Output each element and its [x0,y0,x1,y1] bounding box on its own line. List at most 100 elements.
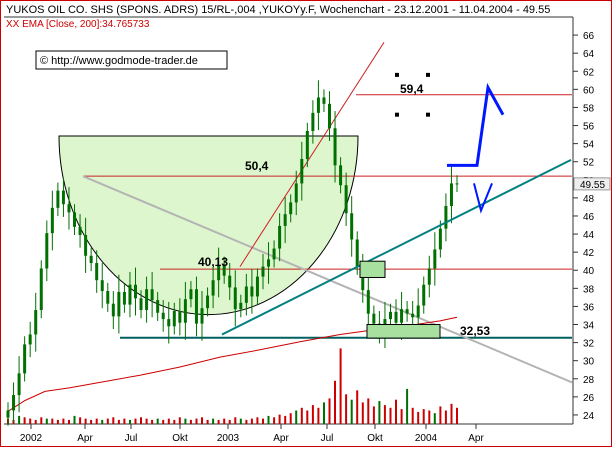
volume-bar [456,407,458,424]
y-tick-label: 58 [583,103,595,114]
volume-bar [411,407,414,424]
volume-bar [378,401,381,424]
candle-body [388,311,392,320]
candle-body [366,290,370,314]
volume-bar [433,413,436,424]
x-tick-label: Okt [367,433,383,444]
volume-bar [306,410,309,424]
volume-bar [356,390,359,425]
candle-body [294,183,298,203]
volume-bar [389,407,392,424]
volume-bar [73,415,76,424]
candle-body [311,112,315,131]
candle-body [272,248,276,260]
volume-bar [395,399,397,424]
candle-body [250,286,254,297]
volume-bar [90,419,93,424]
candle-body [189,289,193,300]
volume-bar [450,403,453,425]
candle-body [211,280,215,296]
red-channel-line [239,42,385,267]
candle-body [416,305,420,318]
candle-body [394,311,398,323]
volume-bar [223,418,226,424]
volume-bar [184,418,187,424]
x-tick-label: Jul [125,433,138,444]
last-price-label: 49.55 [580,180,605,191]
volume-bar [250,418,253,424]
volume-bar [206,419,209,424]
candle-body [34,310,38,335]
gray-trendline [82,175,573,384]
candle-body [128,284,132,305]
y-tick-label: 46 [583,212,595,223]
volume-bar [68,419,70,424]
volume-bar [34,419,37,424]
candle-body [106,291,110,304]
candle-body [145,289,149,311]
candle-body [449,183,453,207]
candle-body [355,239,359,267]
candle-body [133,284,137,299]
candle-body [344,185,348,214]
x-tick-label: 2003 [217,433,240,444]
volume-bar [167,418,170,424]
candle-body [117,291,121,317]
watermark-box [35,50,228,70]
watermark-url: © http://www.godmode-trader.de [40,55,198,67]
volume-bar [195,418,198,424]
candle-body [328,103,332,129]
volume-bar [173,419,176,424]
candle-body [444,206,448,229]
volume-bar [134,418,137,424]
candle-body [61,190,65,205]
candle-body [89,255,93,264]
volume-bar [262,418,264,424]
candle-body [339,165,343,186]
volume-bar [372,406,375,424]
candle-body [233,287,237,310]
candle-body [156,300,160,313]
volume-bar [56,419,59,424]
candle-body [350,213,354,240]
volume-bar [278,414,281,424]
cup-formation-fill [58,135,359,316]
y-tick-label: 42 [583,248,595,259]
x-tick-label: Jul [321,433,334,444]
volume-bar [273,417,276,425]
candle-body [322,97,326,104]
candle-body [45,233,49,269]
y-tick-label: 66 [583,31,595,42]
candle-body [122,291,126,305]
candle-body [289,202,293,215]
candle-body [411,313,415,318]
volume-bar [234,417,237,425]
selection-handle [426,112,430,117]
volume-bar [189,419,192,424]
candle-body [100,280,104,292]
volume-bar [284,415,287,424]
volume-bar [328,398,331,424]
volume-bar [212,418,215,424]
volume-bar [383,405,386,424]
volume-bar [156,418,159,424]
volume-bar [62,418,65,424]
volume-bar [112,417,115,425]
projection-up-arrow [447,82,505,167]
y-tick-label: 48 [583,194,595,205]
candle-body [400,309,404,323]
x-tick-label: 2004 [415,433,438,444]
candle-body [261,266,265,277]
x-tick-label: Apr [468,433,484,444]
volume-bar [95,418,98,424]
candle-body [200,308,204,324]
volume-bar [162,419,165,424]
candle-body [422,284,426,306]
volume-bar [117,419,120,424]
y-tick-label: 54 [583,140,595,151]
x-tick-label: 2002 [20,433,43,444]
x-tick-label: Apr [77,433,93,444]
candle-body [333,128,337,166]
candle-body [39,268,43,311]
